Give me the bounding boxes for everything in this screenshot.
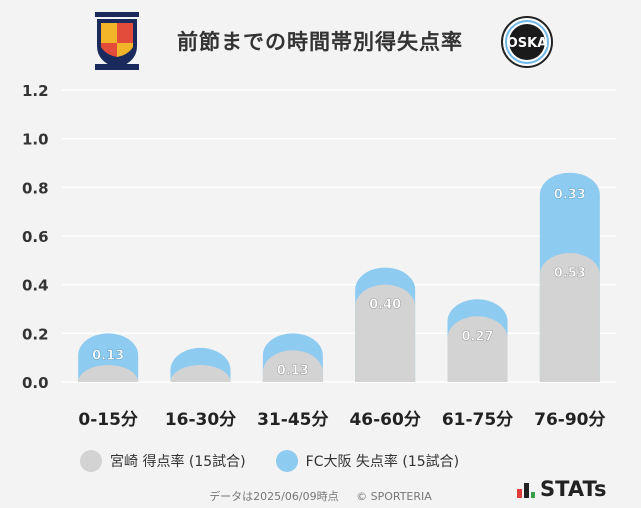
y-tick-label: 1.2 (22, 82, 49, 100)
footer: データは2025/06/09時点 © SPORTERIA (0, 488, 641, 504)
data-label-home: 0.40 (369, 298, 401, 313)
x-tick-label: 76-90分 (534, 410, 605, 430)
y-tick-label: 1.0 (22, 131, 49, 149)
y-tick-label: 0.4 (22, 277, 49, 295)
x-tick-label: 0-15分 (78, 410, 138, 430)
miyazaki-emblem-icon (92, 10, 142, 72)
bar-home (447, 316, 508, 382)
chart-legend: 宮崎 得点率 (15試合) FC大阪 失点率 (15試合) (80, 450, 481, 472)
bar-home (355, 284, 416, 382)
fc-osaka-emblem-icon: OSKA (501, 16, 553, 68)
data-label-home: 0.13 (277, 363, 309, 378)
chart-title: 前節までの時間帯別得失点率 (177, 30, 463, 54)
x-tick-label: 16-30分 (165, 410, 236, 430)
x-tick-label: 31-45分 (257, 410, 328, 430)
bar-home (78, 364, 139, 382)
y-tick-label: 0.0 (22, 374, 49, 392)
data-label-home: 0.53 (554, 266, 586, 281)
legend-item-home: 宮崎 得点率 (15試合) (80, 450, 246, 472)
legend-swatch-away (275, 450, 298, 472)
x-tick-label: 61-75分 (442, 410, 513, 430)
data-label-home: 0.27 (461, 329, 493, 344)
svg-text:OSKA: OSKA (507, 36, 548, 51)
footer-copyright: © SPORTERIA (356, 490, 432, 503)
legend-item-away: FC大阪 失点率 (15試合) (275, 450, 460, 472)
stats-logo: STATs (516, 477, 606, 501)
y-tick-label: 0.6 (22, 228, 49, 246)
chart-plot: 0.0 0.2 0.4 0.6 0.8 1.0 1.2 0.13 0-15分 16-30分 0.1… (22, 82, 616, 430)
legend-label-home: 宮崎 得点率 (15試合) (110, 454, 246, 470)
bar-home (539, 253, 600, 382)
data-label-away: 0.33 (554, 188, 586, 203)
legend-swatch-home (80, 450, 102, 472)
data-label-away: 0.13 (92, 348, 124, 363)
y-tick-label: 0.2 (22, 325, 49, 343)
bar-home (262, 350, 323, 382)
bar-home (170, 364, 231, 382)
y-tick-label: 0.8 (22, 179, 49, 197)
x-tick-label: 46-60分 (349, 410, 420, 430)
footer-date: データは2025/06/09時点 (209, 490, 339, 503)
stats-logo-icon (517, 483, 535, 498)
stats-logo-text: STATs (540, 477, 607, 501)
legend-label-away: FC大阪 失点率 (15試合) (305, 454, 460, 470)
